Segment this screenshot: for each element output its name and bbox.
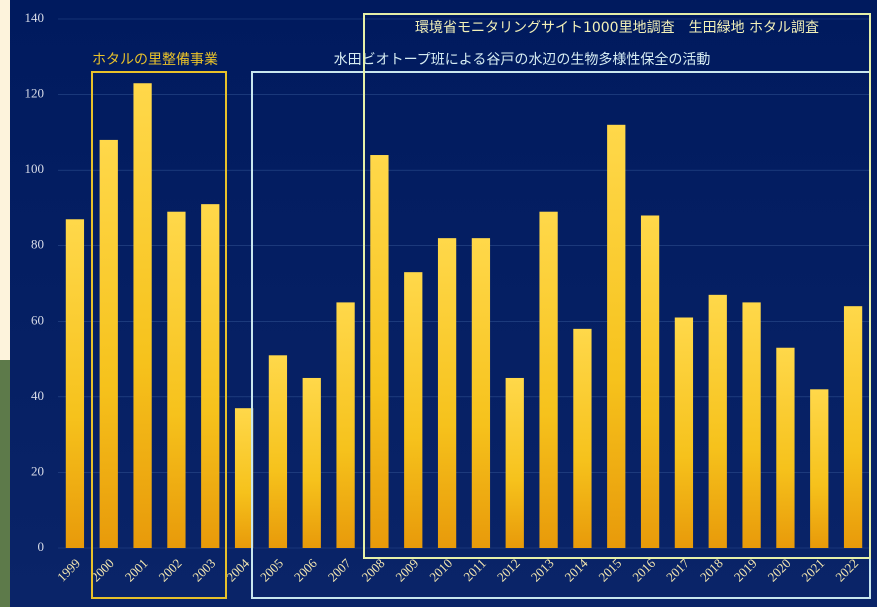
annotation-box	[91, 71, 227, 599]
bar	[607, 124, 626, 549]
bar	[99, 139, 118, 548]
bar	[843, 306, 863, 548]
y-tick-label: 120	[25, 86, 45, 101]
bar	[234, 408, 254, 548]
bar	[471, 238, 491, 548]
bar	[810, 389, 829, 548]
bar	[573, 328, 592, 548]
annotation-box	[363, 13, 871, 559]
bar	[674, 317, 694, 548]
y-tick-label: 100	[25, 161, 45, 176]
bar	[201, 204, 220, 548]
bar	[776, 347, 795, 548]
bar	[708, 294, 727, 548]
annotation-label: 水田ビオトープ班による谷戸の水辺の生物多様性保全の活動	[334, 51, 711, 68]
annotation-label: 環境省モニタリングサイト1000里地調査 生田緑地 ホタル調査	[415, 20, 819, 36]
y-tick-label: 40	[31, 388, 44, 403]
y-tick-label: 140	[25, 10, 45, 25]
bar	[370, 155, 389, 548]
bar	[742, 302, 761, 548]
annotation-label: ホタルの里整備事業	[92, 52, 218, 68]
y-tick-label: 60	[31, 312, 44, 327]
y-tick-label: 0	[38, 539, 45, 554]
bar	[268, 355, 288, 548]
bar	[437, 238, 457, 548]
bar	[640, 215, 660, 548]
bar	[133, 83, 152, 548]
bar	[336, 302, 355, 548]
bar	[539, 211, 558, 548]
bar	[505, 377, 524, 548]
y-tick-label: 80	[31, 237, 44, 252]
bar	[404, 272, 423, 548]
bar	[65, 219, 85, 548]
bar	[302, 377, 321, 548]
photo-edge	[0, 360, 10, 607]
y-tick-label: 20	[31, 463, 44, 478]
bar	[167, 211, 186, 548]
